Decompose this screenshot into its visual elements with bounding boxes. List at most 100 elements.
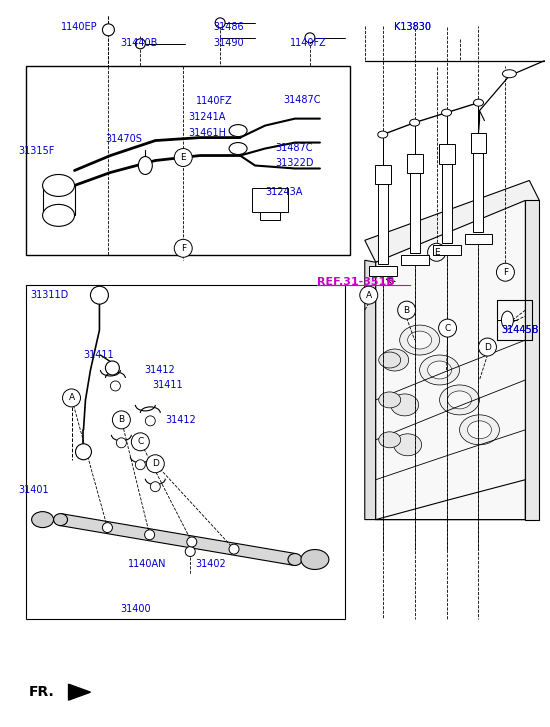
Ellipse shape — [381, 349, 409, 371]
Text: D: D — [152, 459, 159, 468]
Bar — [26, 285, 345, 619]
Bar — [260, 212, 280, 220]
Bar — [406, 153, 422, 174]
Circle shape — [112, 411, 130, 429]
Ellipse shape — [42, 174, 74, 196]
Ellipse shape — [301, 550, 329, 569]
Ellipse shape — [379, 392, 401, 408]
Circle shape — [146, 455, 164, 473]
Polygon shape — [465, 234, 492, 244]
Text: C: C — [137, 438, 144, 446]
Text: REF.31-351B: REF.31-351B — [317, 277, 394, 287]
Bar — [26, 65, 350, 255]
Ellipse shape — [448, 391, 471, 409]
Circle shape — [229, 544, 239, 554]
Text: 1140FZ: 1140FZ — [290, 38, 327, 48]
Text: 31401: 31401 — [19, 485, 50, 494]
Text: 31411: 31411 — [152, 380, 183, 390]
Text: 31315F: 31315F — [19, 145, 55, 156]
Ellipse shape — [394, 434, 422, 456]
Ellipse shape — [420, 355, 460, 385]
Text: 31440B: 31440B — [120, 38, 158, 48]
Text: E: E — [180, 153, 186, 162]
Polygon shape — [69, 684, 90, 700]
Circle shape — [145, 530, 155, 539]
Polygon shape — [365, 180, 540, 262]
Bar — [438, 143, 454, 164]
Circle shape — [102, 24, 114, 36]
Text: 31445B: 31445B — [502, 325, 539, 335]
Polygon shape — [59, 514, 296, 566]
Circle shape — [427, 244, 446, 261]
Circle shape — [398, 301, 416, 319]
Text: 31322D: 31322D — [275, 158, 314, 167]
Text: 31490: 31490 — [213, 38, 244, 48]
Circle shape — [75, 443, 91, 459]
Bar — [375, 164, 390, 185]
Text: D: D — [484, 342, 491, 352]
Text: A: A — [366, 291, 372, 300]
Circle shape — [185, 547, 195, 556]
Text: 31412: 31412 — [166, 415, 196, 425]
Ellipse shape — [439, 385, 480, 415]
Polygon shape — [525, 201, 540, 520]
Text: 1140AN: 1140AN — [128, 560, 167, 569]
Circle shape — [478, 338, 497, 356]
Circle shape — [106, 361, 119, 375]
Text: FR.: FR. — [29, 685, 54, 699]
Circle shape — [117, 438, 126, 448]
Circle shape — [135, 459, 145, 470]
Circle shape — [145, 416, 155, 426]
Circle shape — [360, 286, 378, 304]
Polygon shape — [376, 201, 525, 520]
Ellipse shape — [410, 119, 420, 126]
Bar — [378, 185, 388, 264]
Ellipse shape — [474, 99, 483, 106]
Ellipse shape — [53, 513, 68, 526]
Circle shape — [187, 537, 197, 547]
Circle shape — [174, 239, 192, 257]
Ellipse shape — [378, 131, 388, 138]
Ellipse shape — [460, 415, 499, 445]
Polygon shape — [433, 245, 460, 255]
Ellipse shape — [468, 421, 492, 439]
Ellipse shape — [502, 70, 516, 78]
Ellipse shape — [42, 204, 74, 226]
Text: 31487C: 31487C — [283, 95, 321, 105]
Polygon shape — [365, 260, 376, 520]
Circle shape — [111, 381, 120, 391]
Text: F: F — [503, 268, 508, 277]
Bar — [470, 132, 486, 153]
Circle shape — [305, 33, 315, 43]
Text: 31243A: 31243A — [265, 188, 302, 198]
Text: 31486: 31486 — [213, 22, 244, 32]
Circle shape — [131, 433, 149, 451]
Ellipse shape — [288, 553, 302, 566]
Circle shape — [63, 389, 80, 407]
Text: A: A — [68, 393, 75, 403]
Bar — [410, 174, 420, 253]
Text: B: B — [118, 415, 124, 425]
Text: 31311D: 31311D — [31, 290, 69, 300]
Ellipse shape — [408, 331, 432, 349]
Bar — [474, 153, 483, 233]
Ellipse shape — [400, 325, 439, 355]
Ellipse shape — [229, 124, 247, 137]
Text: 31470S: 31470S — [106, 134, 142, 143]
Text: 31241A: 31241A — [188, 112, 226, 121]
Ellipse shape — [379, 352, 401, 368]
Text: K13830: K13830 — [394, 22, 431, 32]
Text: E: E — [434, 248, 439, 257]
Ellipse shape — [390, 394, 419, 416]
Ellipse shape — [379, 432, 401, 448]
Circle shape — [102, 523, 112, 533]
Bar — [252, 188, 288, 212]
Text: 31402: 31402 — [195, 560, 226, 569]
Ellipse shape — [427, 361, 452, 379]
Circle shape — [215, 18, 225, 28]
Text: F: F — [180, 244, 186, 253]
Text: 1140FZ: 1140FZ — [196, 96, 233, 105]
Polygon shape — [368, 266, 397, 276]
Circle shape — [135, 39, 145, 49]
Text: 31411: 31411 — [84, 350, 114, 360]
